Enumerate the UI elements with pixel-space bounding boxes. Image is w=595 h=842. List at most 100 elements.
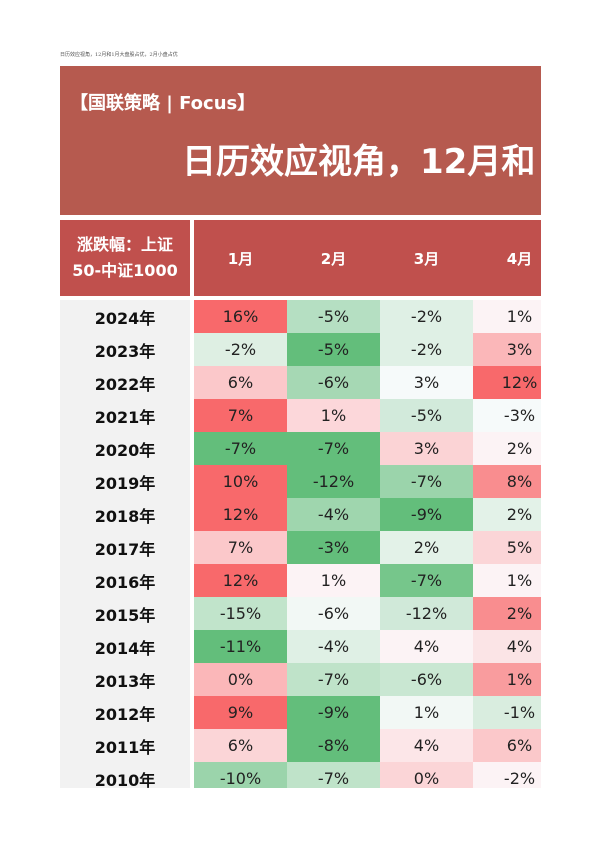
return-cell: 2%	[473, 432, 541, 465]
title-banner: 【国联策略 | Focus】 日历效应视角，12月和	[60, 66, 541, 215]
return-cell: -4%	[287, 630, 380, 663]
return-cell: 12%	[194, 564, 287, 597]
return-cell: 0%	[194, 663, 287, 696]
year-label: 2013年	[94, 671, 156, 691]
year-label: 2016年	[94, 572, 156, 592]
table-row: 2019年 10% -12% -7% 8%	[60, 465, 541, 498]
table-corner-header: 涨跌幅：上证 50-中证1000	[60, 220, 190, 296]
year-label: 2011年	[94, 737, 156, 757]
year-label: 2018年	[94, 506, 156, 526]
year-label: 2020年	[94, 440, 156, 460]
year-label: 2010年	[94, 770, 156, 789]
return-cell: 3%	[380, 432, 473, 465]
year-column	[60, 300, 190, 788]
return-cell: -9%	[287, 696, 380, 729]
month-header: 1月	[227, 249, 254, 268]
table-row: 2010年 -10% -7% 0% -2%	[60, 762, 541, 788]
return-cell: -3%	[287, 531, 380, 564]
return-cell: -2%	[380, 333, 473, 366]
return-cell: 1%	[473, 564, 541, 597]
return-cell: 12%	[473, 366, 541, 399]
table-row: 2023年 -2% -5% -2% 3%	[60, 333, 541, 366]
return-cell: -3%	[473, 399, 541, 432]
return-cell: -7%	[287, 663, 380, 696]
return-cell: 1%	[380, 696, 473, 729]
return-cell: -7%	[380, 564, 473, 597]
brand-tag: 【国联策略 | Focus】	[70, 93, 256, 114]
return-cell: 6%	[194, 366, 287, 399]
return-cell: 5%	[473, 531, 541, 564]
return-cell: 8%	[473, 465, 541, 498]
year-label: 2024年	[94, 308, 156, 328]
header-divider	[60, 296, 541, 300]
return-cell: -10%	[194, 762, 287, 788]
table-row: 2020年 -7% -7% 3% 2%	[60, 432, 541, 465]
corner-label-line1: 涨跌幅：上证	[76, 235, 173, 254]
return-cell: 4%	[473, 630, 541, 663]
return-cell: -5%	[287, 333, 380, 366]
year-label: 2014年	[94, 638, 156, 658]
year-label: 2021年	[94, 407, 156, 427]
return-cell: 6%	[194, 729, 287, 762]
table-row: 2012年 9% -9% 1% -1%	[60, 696, 541, 729]
report-sheet: 【国联策略 | Focus】 日历效应视角，12月和 涨跌幅：上证 50-中证1…	[60, 66, 541, 788]
return-cell: 2%	[380, 531, 473, 564]
page-title: 日历效应视角，12月和	[182, 142, 536, 182]
year-label: 2012年	[94, 704, 156, 724]
return-cell: -7%	[380, 465, 473, 498]
return-cell: 7%	[194, 399, 287, 432]
return-cell: 0%	[380, 762, 473, 788]
year-label: 2019年	[94, 473, 156, 493]
return-cell: 4%	[380, 729, 473, 762]
table-row: 2017年 7% -3% 2% 5%	[60, 531, 541, 564]
return-cell: -9%	[380, 498, 473, 531]
table-row: 2022年 6% -6% 3% 12%	[60, 366, 541, 399]
return-cell: -7%	[287, 762, 380, 788]
corner-label-line2: 50-中证1000	[72, 261, 178, 280]
return-cell: -1%	[473, 696, 541, 729]
return-cell: -6%	[287, 597, 380, 630]
table-row: 2011年 6% -8% 4% 6%	[60, 729, 541, 762]
table-row: 2014年 -11% -4% 4% 4%	[60, 630, 541, 663]
month-header-row: 1月 2月 3月 4月	[194, 220, 541, 296]
return-cell: 3%	[380, 366, 473, 399]
year-label: 2017年	[94, 539, 156, 559]
return-cell: -12%	[287, 465, 380, 498]
return-cell: -2%	[380, 300, 473, 333]
return-cell: -15%	[194, 597, 287, 630]
year-label: 2022年	[94, 374, 156, 394]
banner-divider	[60, 215, 541, 220]
return-cell: -7%	[194, 432, 287, 465]
return-cell: -5%	[380, 399, 473, 432]
return-cell: -2%	[473, 762, 541, 788]
return-cell: 3%	[473, 333, 541, 366]
table-row: 2013年 0% -7% -6% 1%	[60, 663, 541, 696]
return-cell: -6%	[380, 663, 473, 696]
month-header: 2月	[320, 249, 347, 268]
table-row: 2024年 16% -5% -2% 1%	[60, 300, 541, 333]
return-cell: 16%	[194, 300, 287, 333]
month-header: 3月	[413, 249, 440, 268]
return-cell: 9%	[194, 696, 287, 729]
return-cell: 7%	[194, 531, 287, 564]
page-caption: 日历效应视角，12月和1月大盘股占优，2月小盘占优	[60, 52, 178, 58]
return-cell: 1%	[287, 564, 380, 597]
year-label: 2015年	[94, 605, 156, 625]
return-cell: -4%	[287, 498, 380, 531]
return-cell: 2%	[473, 597, 541, 630]
month-header: 4月	[506, 249, 533, 268]
return-cell: -8%	[287, 729, 380, 762]
table-row: 2016年 12% 1% -7% 1%	[60, 564, 541, 597]
return-cell: 10%	[194, 465, 287, 498]
return-cell: -11%	[194, 630, 287, 663]
table-row: 2021年 7% 1% -5% -3%	[60, 399, 541, 432]
return-cell: 1%	[287, 399, 380, 432]
year-label: 2023年	[94, 341, 156, 361]
return-cell: -5%	[287, 300, 380, 333]
return-cell: -6%	[287, 366, 380, 399]
return-cell: 12%	[194, 498, 287, 531]
return-cell: -2%	[194, 333, 287, 366]
return-cell: -12%	[380, 597, 473, 630]
return-cell: 2%	[473, 498, 541, 531]
return-cell: 1%	[473, 300, 541, 333]
